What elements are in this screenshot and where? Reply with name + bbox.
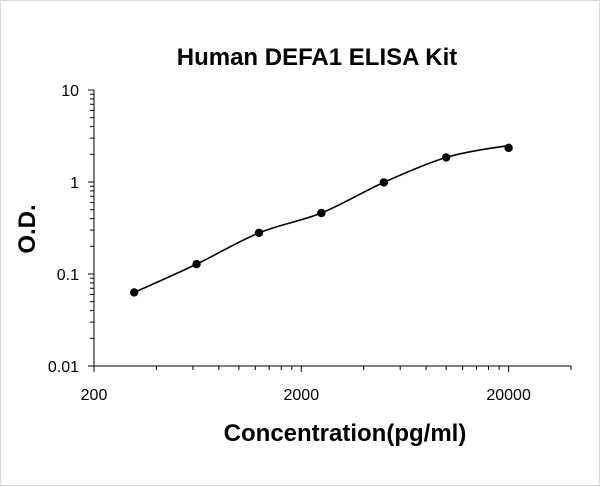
axes xyxy=(93,90,571,367)
ticks xyxy=(88,89,572,372)
y-tick-label: 0.1 xyxy=(57,267,79,284)
y-tick-label: 10 xyxy=(61,83,79,100)
chart-title: Human DEFA1 ELISA Kit xyxy=(177,44,457,71)
y-tick-label: 0.01 xyxy=(48,359,79,376)
data-point-7 xyxy=(504,143,513,153)
tick-labels: 0.01 0.1 1 10 200 2000 20000 xyxy=(48,83,531,404)
trend-line xyxy=(133,145,510,294)
x-tick-label: 200 xyxy=(81,387,108,404)
data-point-3 xyxy=(254,228,264,238)
y-axis-title: O.D. xyxy=(14,204,41,253)
data-point-6 xyxy=(441,153,451,162)
x-tick-label: 20000 xyxy=(486,387,531,404)
y-tick-label: 1 xyxy=(70,175,79,192)
data-point-5 xyxy=(379,178,388,187)
x-axis-title: Concentration(pg/ml) xyxy=(224,420,467,447)
data-point-1 xyxy=(129,288,139,297)
data-point-4 xyxy=(317,208,326,218)
data-points xyxy=(129,143,513,297)
data-point-2 xyxy=(192,259,201,269)
x-tick-label: 2000 xyxy=(284,387,320,404)
